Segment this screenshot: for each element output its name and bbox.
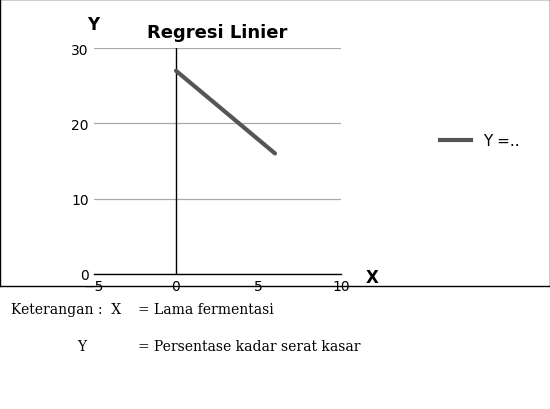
Text: X: X [366,269,378,287]
Text: Keterangan :  X: Keterangan : X [11,303,121,317]
Text: = Lama fermentasi: = Lama fermentasi [138,303,273,317]
Text: Y: Y [77,339,86,353]
Text: = Persentase kadar serat kasar: = Persentase kadar serat kasar [138,339,360,353]
Text: Y: Y [87,16,100,34]
Title: Regresi Linier: Regresi Linier [147,24,288,42]
Legend: Y =..: Y =.. [434,128,526,155]
